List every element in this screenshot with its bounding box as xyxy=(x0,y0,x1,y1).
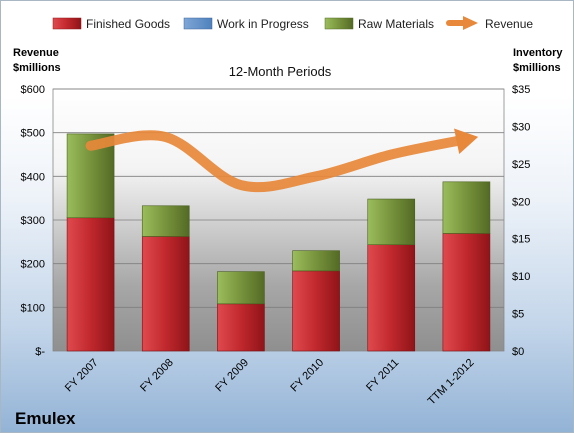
revenue-line xyxy=(85,128,479,193)
bar-raw-materials xyxy=(442,181,491,234)
revenue-arrowhead xyxy=(454,128,479,154)
x-tick-label: FY 2011 xyxy=(364,357,401,394)
legend-swatch-revenue xyxy=(446,16,478,30)
y-left-tick-label: $- xyxy=(35,346,45,358)
y-right-title-line1: Inventory xyxy=(513,47,563,59)
bar-finished-goods xyxy=(141,236,190,352)
x-tick-labels: FY 2007 FY 2008 FY 2009 FY 2010 FY 2011 TTM 1… xyxy=(63,357,477,408)
x-tick-label: TTM 1-2012 xyxy=(426,357,477,408)
revenue-line-path xyxy=(85,130,472,193)
y-right-tick-label: $10 xyxy=(512,271,530,283)
y-left-tick-label: $100 xyxy=(21,302,45,314)
y-left-tick-label: $200 xyxy=(21,259,45,271)
bar-finished-goods xyxy=(442,233,491,352)
legend-swatch-finished-goods xyxy=(52,17,82,30)
y-right-tick-label: $0 xyxy=(512,346,524,358)
y-right-tick-label: $15 xyxy=(512,234,530,246)
y-left-tick-label: $400 xyxy=(21,171,45,183)
bar-finished-goods xyxy=(367,244,416,352)
x-tick-label: FY 2010 xyxy=(288,357,326,395)
y-right-tick-label: $20 xyxy=(512,196,530,208)
y-right-tick-label: $30 xyxy=(512,121,530,133)
bars xyxy=(66,133,491,352)
bar-raw-materials xyxy=(292,250,340,272)
y-left-tick-label: $600 xyxy=(21,84,45,96)
y-right-tick-labels: $0 $5 $10 $15 $20 $25 $30 $35 xyxy=(512,84,530,358)
bar-finished-goods xyxy=(66,217,115,352)
company-name: Emulex xyxy=(15,409,76,428)
y-left-title-line2: $millions xyxy=(13,62,61,74)
y-left-tick-labels: $- $100 $200 $300 $400 $500 $600 xyxy=(21,84,46,358)
x-tick-label: FY 2008 xyxy=(138,357,176,395)
y-right-tick-label: $35 xyxy=(512,84,530,96)
legend-label-finished-goods: Finished Goods xyxy=(86,17,170,31)
legend-label-revenue: Revenue xyxy=(485,17,533,31)
bar-finished-goods xyxy=(217,303,265,352)
y-left-tick-label: $300 xyxy=(21,215,45,227)
bar-raw-materials xyxy=(367,198,416,246)
legend-label-raw-materials: Raw Materials xyxy=(358,17,434,31)
bar-raw-materials xyxy=(217,271,265,305)
x-tick-label: FY 2009 xyxy=(213,357,251,395)
y-left-tick-label: $500 xyxy=(21,128,45,140)
legend-swatch-work-in-progress xyxy=(183,17,213,30)
chart-title: 12-Month Periods xyxy=(229,64,332,79)
y-right-tick-label: $5 xyxy=(512,309,524,321)
y-right-title-line2: $millions xyxy=(513,62,561,74)
legend-label-work-in-progress: Work in Progress xyxy=(217,17,309,31)
y-left-title-line1: Revenue xyxy=(13,47,59,59)
legend: Finished Goods Work in Progress Raw Mate… xyxy=(52,16,533,31)
x-tick-label: FY 2007 xyxy=(63,357,101,395)
y-right-tick-label: $25 xyxy=(512,159,530,171)
bar-finished-goods xyxy=(292,270,340,352)
legend-swatch-raw-materials xyxy=(324,17,354,30)
bar-raw-materials xyxy=(141,205,190,237)
